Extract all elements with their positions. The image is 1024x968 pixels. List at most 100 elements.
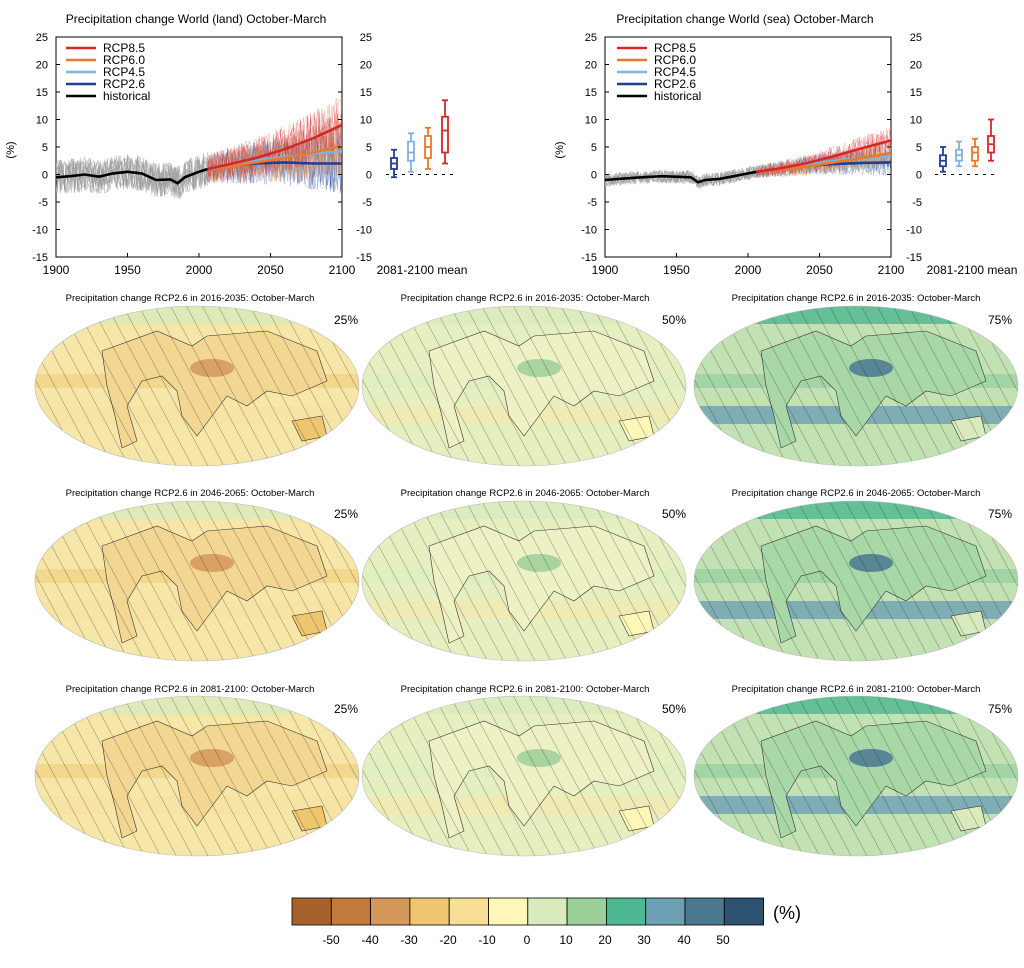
percentile-label: 50% [662, 507, 686, 521]
map-inner [694, 306, 1018, 466]
plot-frame [55, 36, 343, 258]
box-iqr [971, 146, 979, 162]
scenario-ensemble-member [207, 101, 342, 182]
colorbar-tick-label: 20 [598, 933, 612, 947]
map-panel [34, 695, 360, 857]
y-tick-label: 15 [585, 87, 597, 99]
colorbar-tick-label: -40 [361, 933, 379, 947]
scenario-ensemble-member [756, 142, 891, 178]
scenario-ensemble-member [207, 135, 342, 191]
scenario-ensemble-member [207, 112, 342, 182]
y-tick-label: -5 [912, 197, 922, 209]
map-hatching [35, 501, 359, 661]
box-axis-label: 2081-2100 mean [927, 263, 1018, 277]
y-tick-label: -15 [356, 252, 372, 264]
map-title: Precipitation change RCP2.6 in 2046-2065… [401, 488, 650, 499]
x-tick-label: 1950 [663, 263, 690, 277]
map-panel [34, 305, 360, 467]
colorbar-unit: (%) [773, 903, 801, 923]
historical-ensemble-member [56, 155, 208, 197]
x-tick-label: 1900 [43, 263, 70, 277]
map-inner [35, 306, 359, 466]
box-iqr [407, 140, 415, 162]
colorbar: -50 -40 -30 -20 -10 0 10 20 30 40 50 (%) [291, 897, 801, 947]
map-inner [35, 501, 359, 661]
colorbar-cell [606, 897, 647, 926]
scenario-ensemble-member [207, 126, 342, 184]
scenario-ensemble-member [756, 144, 891, 179]
percentile-label: 25% [334, 507, 358, 521]
map-outline [34, 500, 360, 662]
y-tick-label: 5 [366, 142, 372, 154]
colorbar-tick-label: -30 [400, 933, 418, 947]
map-outline [693, 305, 1019, 467]
legend-label: historical [654, 89, 701, 103]
series-line-rcp60 [207, 144, 342, 171]
map-hatching [362, 696, 686, 856]
y-axis-label: (%) [5, 141, 17, 158]
colorbar-tick-label: 40 [677, 933, 691, 947]
map-inner [694, 501, 1018, 661]
y-tick-label: 25 [585, 32, 597, 44]
panel-title: Precipitation change World (land) Octobe… [66, 12, 327, 26]
map-grid: Precipitation change RCP2.6 in 2016-2035… [34, 293, 1019, 857]
y-tick-label: 25 [36, 32, 48, 44]
legend-label: RCP6.0 [654, 53, 696, 67]
map-hatching [694, 306, 1018, 466]
map-outline [361, 305, 687, 467]
scenario-ensemble-member [207, 123, 342, 183]
scenario-ensemble-member [207, 138, 342, 194]
scenario-ensemble-member [207, 123, 342, 183]
y-tick-label: 25 [360, 32, 372, 44]
land-timeseries-panel: Precipitation change World (land) Octobe… [5, 12, 467, 277]
map-panel [693, 305, 1019, 467]
map-outline [693, 500, 1019, 662]
map-panel [361, 500, 687, 662]
scenario-ensemble-member [207, 123, 342, 181]
map-hatching [694, 696, 1018, 856]
map-outline [693, 695, 1019, 857]
colorbar-cell [566, 897, 607, 926]
map-shapes [34, 305, 1019, 857]
y-tick-label: 5 [591, 142, 597, 154]
map-hatching [35, 696, 359, 856]
plot-inner [56, 98, 342, 200]
legend-label: RCP2.6 [654, 77, 696, 91]
percentile-label: 25% [334, 313, 358, 327]
y-tick-label: -5 [38, 197, 48, 209]
legend-label: RCP8.5 [654, 41, 696, 55]
map-panel [361, 305, 687, 467]
y-tick-label: 20 [910, 60, 922, 72]
y-tick-label: 0 [916, 170, 922, 182]
series-line-rcp85 [207, 123, 342, 171]
scenario-ensemble-member [756, 131, 891, 177]
map-title: Precipitation change RCP2.6 in 2081-2100… [66, 684, 315, 695]
y-tick-label: 5 [916, 142, 922, 154]
colorbar-ticks: -50 -40 -30 -20 -10 0 10 20 30 40 50 [322, 933, 730, 947]
x-tick-label: 2000 [735, 263, 762, 277]
map-title: Precipitation change RCP2.6 in 2016-2035… [66, 293, 315, 304]
y-tick-label: 20 [360, 60, 372, 72]
series-line-historical [56, 167, 209, 185]
scenario-ensemble-member [207, 128, 342, 183]
plot-area: -15 -15 -10 -10 -5 -5 0 0 5 5 10 10 15 15 20 20 25 25 1900… [32, 32, 453, 277]
colorbar-cell [291, 897, 332, 926]
map-title: Precipitation change RCP2.6 in 2081-2100… [401, 684, 650, 695]
y-tick-label: 0 [42, 170, 48, 182]
y-tick-label: 0 [591, 170, 597, 182]
y-tick-label: 0 [366, 170, 372, 182]
y-tick-label: -10 [581, 225, 597, 237]
colorbar-cell [330, 897, 371, 926]
x-tick-label: 2100 [329, 263, 356, 277]
y-tick-label: 10 [585, 115, 597, 127]
historical-ensemble-member [56, 157, 208, 199]
y-tick-label: -10 [32, 225, 48, 237]
map-title: Precipitation change RCP2.6 in 2046-2065… [66, 488, 315, 499]
y-tick-label: -10 [356, 225, 372, 237]
map-hatching [35, 306, 359, 466]
y-tick-label: -15 [906, 252, 922, 264]
map-inner [362, 696, 686, 856]
box-axis-label: 2081-2100 mean [377, 263, 468, 277]
map-panel [693, 695, 1019, 857]
